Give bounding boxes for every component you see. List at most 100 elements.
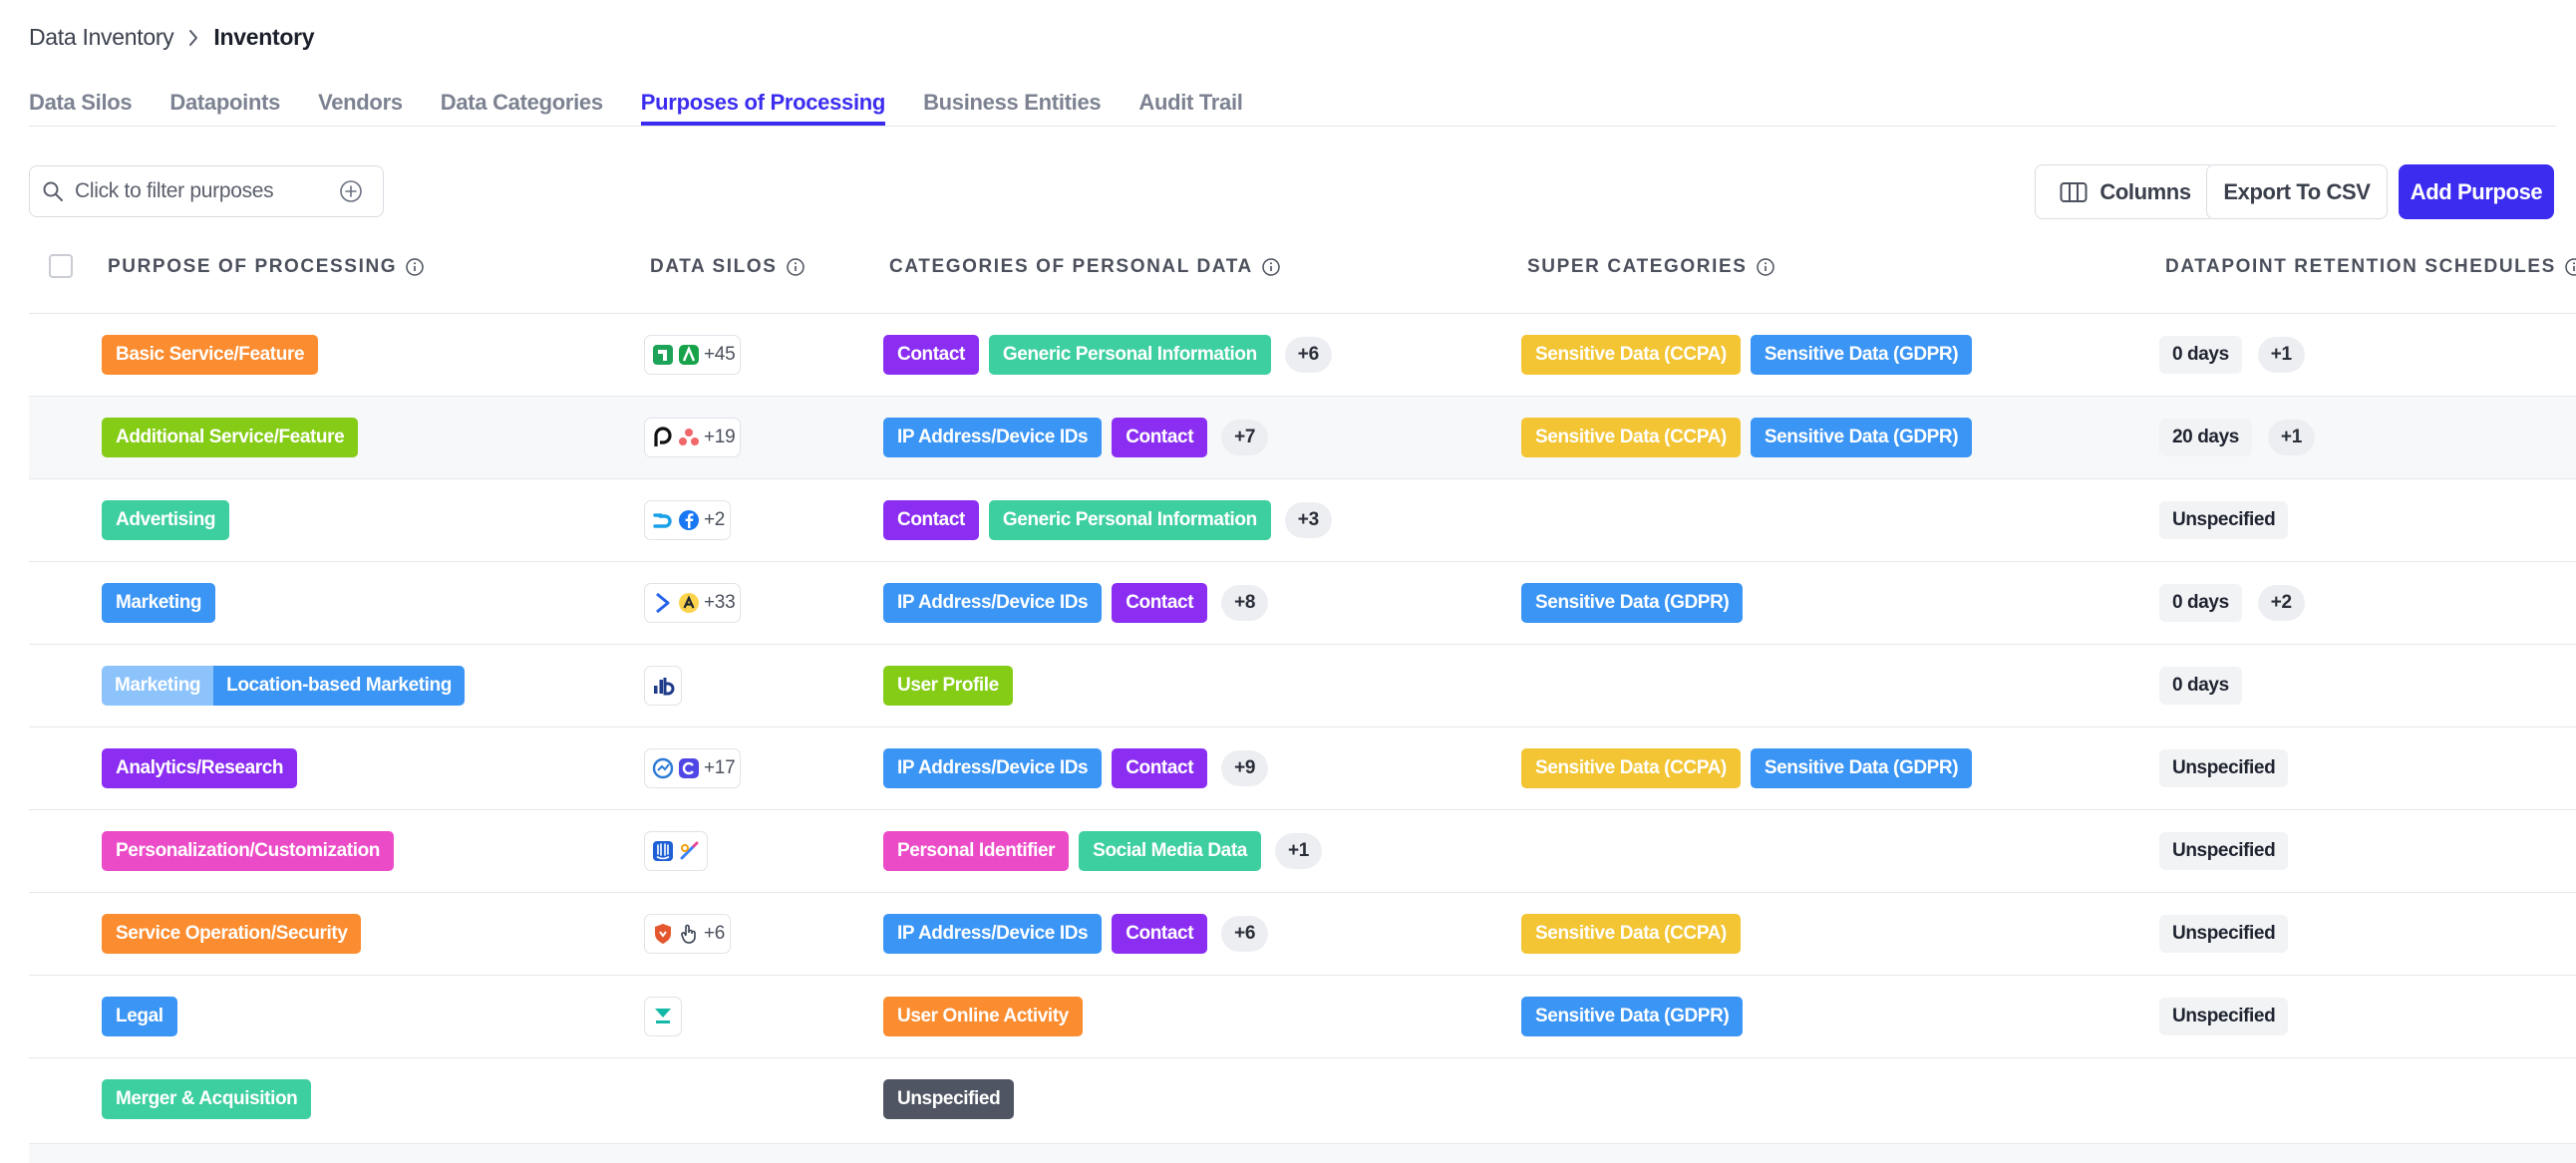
purpose-child-label: Location-based Marketing <box>213 666 465 706</box>
categories-more-badge[interactable]: +6 <box>1221 916 1269 952</box>
category-tag[interactable]: Contact <box>883 500 979 540</box>
table-row[interactable]: Basic Service/Feature +45 Contact Generi… <box>29 313 2576 396</box>
table-row[interactable]: Analytics/Research +17 IP Address/Device… <box>29 727 2576 809</box>
header-silos-label: DATA SILOS <box>650 256 778 277</box>
purpose-tag[interactable]: Marketing Location-based Marketing <box>102 666 465 706</box>
super-category-tag[interactable]: Sensitive Data (CCPA) <box>1521 335 1741 375</box>
retention-more-badge[interactable]: +2 <box>2257 585 2305 621</box>
category-tag[interactable]: Generic Personal Information <box>988 500 1271 540</box>
super-category-tag[interactable]: Sensitive Data (CCPA) <box>1521 748 1741 788</box>
categories-more-badge[interactable]: +9 <box>1221 750 1269 786</box>
table-row[interactable]: Advertising +2 Contact Generic Personal … <box>29 478 2576 561</box>
tab-data-categories[interactable]: Data Categories <box>440 90 603 115</box>
tab-audit-trail[interactable]: Audit Trail <box>1138 90 1243 115</box>
columns-icon <box>2060 181 2088 203</box>
filter-box[interactable] <box>29 165 384 217</box>
purpose-tag[interactable]: Analytics/Research <box>102 748 298 788</box>
purpose-tag[interactable]: Merger & Acquisition <box>102 1079 312 1119</box>
info-icon[interactable] <box>786 257 805 277</box>
super-category-tag[interactable]: Sensitive Data (CCPA) <box>1521 418 1741 457</box>
category-tag[interactable]: Social Media Data <box>1079 831 1261 871</box>
category-tag[interactable]: IP Address/Device IDs <box>883 583 1103 623</box>
data-silos-group[interactable] <box>644 831 708 871</box>
purpose-tag[interactable]: Basic Service/Feature <box>102 335 319 375</box>
columns-button[interactable]: Columns <box>2035 164 2216 219</box>
table-row[interactable]: Legal User Online Activity Sensitive Dat… <box>29 975 2576 1057</box>
category-tag[interactable]: User Profile <box>883 666 1013 706</box>
info-icon[interactable] <box>1756 257 1775 277</box>
categories-more-badge[interactable]: +3 <box>1284 502 1332 538</box>
category-tag[interactable]: IP Address/Device IDs <box>883 914 1103 954</box>
super-category-tag[interactable]: Sensitive Data (GDPR) <box>1521 997 1744 1036</box>
info-icon[interactable] <box>405 257 425 277</box>
super-category-tag[interactable]: Sensitive Data (GDPR) <box>1750 418 1973 457</box>
purpose-tag[interactable]: Service Operation/Security <box>102 914 362 954</box>
category-tag[interactable]: IP Address/Device IDs <box>883 748 1103 788</box>
header-data-silos[interactable]: DATA SILOS <box>650 239 805 295</box>
category-tag[interactable]: Contact <box>1112 914 1208 954</box>
tab-business-entities[interactable]: Business Entities <box>923 90 1102 115</box>
data-silos-group[interactable]: +19 <box>644 418 742 457</box>
category-tag[interactable]: User Online Activity <box>883 997 1083 1036</box>
silos-more-count: +2 <box>704 509 726 530</box>
retention-more-badge[interactable]: +1 <box>2257 337 2305 373</box>
data-silos-group[interactable]: +17 <box>644 748 742 788</box>
category-tag[interactable]: Contact <box>1112 583 1208 623</box>
table-row[interactable]: Marketing Location-based Marketing User … <box>29 644 2576 727</box>
header-purpose[interactable]: PURPOSE OF PROCESSING <box>108 239 425 295</box>
category-tag[interactable]: IP Address/Device IDs <box>883 418 1103 457</box>
data-silos-group[interactable]: +33 <box>644 583 742 623</box>
purpose-tag[interactable]: Marketing <box>102 583 216 623</box>
categories-more-badge[interactable]: +6 <box>1284 337 1332 373</box>
category-tag[interactable]: Contact <box>883 335 979 375</box>
add-purpose-button[interactable]: Add Purpose <box>2399 164 2554 219</box>
category-tag[interactable]: Personal Identifier <box>883 831 1070 871</box>
header-purpose-label: PURPOSE OF PROCESSING <box>108 256 398 277</box>
header-retention[interactable]: DATAPOINT RETENTION SCHEDULES <box>2165 239 2576 295</box>
category-tag[interactable]: Contact <box>1112 748 1208 788</box>
data-silos-group[interactable]: +2 <box>644 500 732 540</box>
category-tag[interactable]: Contact <box>1112 418 1208 457</box>
header-categories[interactable]: CATEGORIES OF PERSONAL DATA <box>889 239 1281 295</box>
retention-more-badge[interactable]: +1 <box>2267 420 2315 455</box>
super-category-tag[interactable]: Sensitive Data (GDPR) <box>1750 748 1973 788</box>
retention-value: 20 days <box>2159 419 2252 456</box>
purpose-tag[interactable]: Personalization/Customization <box>102 831 394 871</box>
export-csv-button[interactable]: Export To CSV <box>2206 164 2388 219</box>
app-logo-red-shield-icon <box>650 921 676 947</box>
data-silos-group[interactable]: +6 <box>644 914 732 954</box>
categories-more-badge[interactable]: +7 <box>1221 420 1269 455</box>
info-icon[interactable] <box>2564 257 2576 277</box>
data-silos-group[interactable]: +45 <box>644 335 742 375</box>
table-row[interactable]: Marketing +33 IP Address/Device IDs Cont… <box>29 561 2576 644</box>
tab-datapoints[interactable]: Datapoints <box>169 90 281 115</box>
filter-input[interactable] <box>67 179 336 203</box>
select-all-checkbox[interactable] <box>49 254 73 278</box>
super-category-tag[interactable]: Sensitive Data (GDPR) <box>1750 335 1973 375</box>
category-tag[interactable]: Unspecified <box>883 1079 1015 1119</box>
super-category-tag[interactable]: Sensitive Data (GDPR) <box>1521 583 1744 623</box>
table-row[interactable]: Personalization/Customization Personal I… <box>29 809 2576 892</box>
tab-data-silos[interactable]: Data Silos <box>29 90 133 115</box>
table-row[interactable]: Additional Service/Feature +19 IP Addres… <box>29 396 2576 478</box>
data-silos-group[interactable] <box>644 666 682 706</box>
categories-more-badge[interactable]: +8 <box>1221 585 1269 621</box>
breadcrumb-parent[interactable]: Data Inventory <box>29 24 174 50</box>
purpose-tag[interactable]: Advertising <box>102 500 230 540</box>
app-logo-blue-circle-icon <box>650 755 676 781</box>
tab-vendors[interactable]: Vendors <box>318 90 403 115</box>
table-row[interactable]: Merger & Acquisition Unspecified <box>29 1057 2576 1140</box>
super-category-tag[interactable]: Sensitive Data (CCPA) <box>1521 914 1741 954</box>
app-logo-teal-v-icon <box>650 1004 676 1029</box>
header-super-categories[interactable]: SUPER CATEGORIES <box>1527 239 1775 295</box>
info-icon[interactable] <box>1261 257 1281 277</box>
add-filter-icon[interactable] <box>336 176 366 206</box>
categories-more-badge[interactable]: +1 <box>1274 833 1323 869</box>
tab-purposes-of-processing[interactable]: Purposes of Processing <box>640 86 885 126</box>
retention-value: Unspecified <box>2159 749 2289 787</box>
data-silos-group[interactable] <box>644 997 682 1036</box>
purpose-tag[interactable]: Legal <box>102 997 177 1036</box>
purpose-tag[interactable]: Additional Service/Feature <box>102 418 359 457</box>
table-row[interactable]: Service Operation/Security +6 IP Address… <box>29 892 2576 975</box>
category-tag[interactable]: Generic Personal Information <box>988 335 1271 375</box>
